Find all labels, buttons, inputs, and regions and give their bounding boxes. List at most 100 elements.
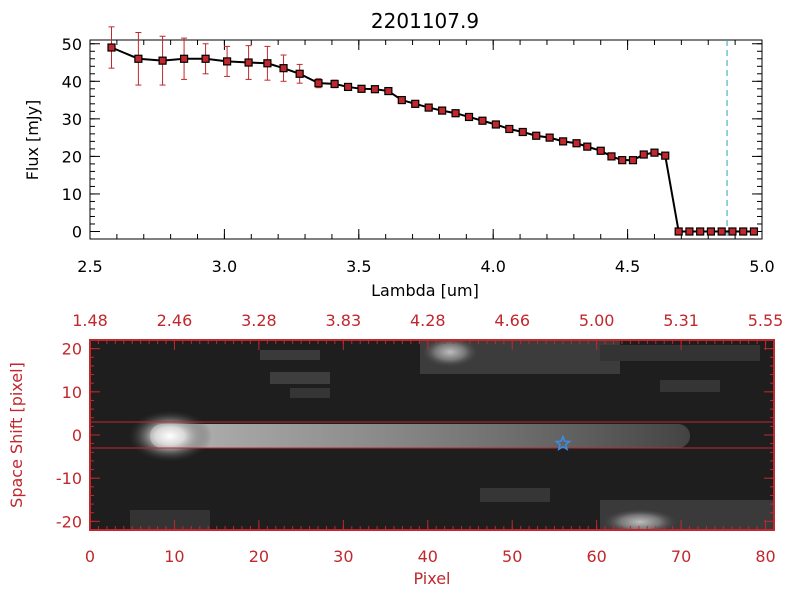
pixel-tick-label: 60 — [586, 547, 606, 566]
data-point — [357, 84, 366, 93]
flux-markers — [107, 43, 759, 236]
data-point — [370, 85, 380, 94]
data-point — [505, 124, 514, 134]
noise-patch — [270, 372, 330, 384]
data-point — [572, 139, 581, 148]
space-shift-tick-label: 10 — [62, 383, 82, 402]
star-icon — [554, 434, 572, 452]
data-point — [607, 152, 616, 161]
space-shift-tick-label: -20 — [56, 512, 82, 531]
data-point — [685, 227, 694, 236]
wavelength-tick-label: 3.83 — [326, 311, 362, 330]
spectral-image — [90, 340, 774, 530]
secondary-source — [600, 508, 680, 530]
data-point — [424, 103, 433, 112]
space-shift-tick-label: -10 — [56, 469, 82, 488]
noise-patch — [600, 345, 760, 361]
flux-plot: 2.5 3.0 3.5 4.0 4.5 5.0 0 10 20 30 40 50 — [62, 26, 775, 276]
wavelength-tick-label: 5.31 — [663, 311, 699, 330]
data-point — [263, 59, 272, 68]
data-point — [532, 131, 541, 140]
data-point — [696, 227, 705, 236]
space-shift-axis: 20 10 0 -10 -20 — [56, 339, 774, 531]
wavelength-tick-label: 2.46 — [157, 311, 193, 330]
wavelength-tick-label: 4.66 — [494, 311, 530, 330]
data-point — [314, 79, 323, 88]
y-tick-label: 40 — [62, 72, 82, 91]
data-point — [397, 95, 406, 105]
space-shift-axis-label: Space Shift [pixel] — [7, 362, 26, 508]
x-tick-label: 4.5 — [615, 257, 640, 276]
data-point — [107, 43, 116, 52]
spectral-trace — [150, 424, 690, 448]
data-point — [158, 56, 167, 65]
wavelength-tick-label: 4.28 — [410, 311, 446, 330]
pixel-tick-label: 50 — [502, 547, 522, 566]
data-point — [279, 64, 288, 73]
pixel-tick-label: 70 — [671, 547, 691, 566]
data-point — [201, 54, 210, 63]
data-point — [728, 227, 737, 236]
data-point — [330, 79, 339, 89]
wavelength-tick-label: 5.55 — [748, 311, 784, 330]
data-point — [179, 54, 189, 63]
data-point — [478, 116, 487, 125]
pixel-tick-label: 10 — [164, 547, 184, 566]
noise-patch — [290, 388, 330, 398]
noise-patch — [130, 510, 210, 530]
data-point — [639, 150, 648, 159]
pixel-axis-label: Pixel — [413, 569, 450, 588]
data-point — [583, 142, 592, 151]
data-point — [596, 146, 605, 155]
y-tick-label: 10 — [62, 185, 82, 204]
pixel-tick-label: 30 — [333, 547, 353, 566]
y-tick-label: 30 — [62, 110, 82, 129]
y-tick-label: 0 — [72, 222, 82, 241]
wavelength-tick-label: 3.28 — [241, 311, 277, 330]
pixel-tick-label: 0 — [85, 547, 95, 566]
y-tick-label: 20 — [62, 147, 82, 166]
data-point — [717, 227, 726, 236]
data-point — [706, 227, 716, 236]
data-point — [134, 54, 143, 63]
flux-series-line — [111, 46, 754, 233]
data-point — [451, 109, 460, 118]
x-tick-label: 5.0 — [749, 257, 774, 276]
y-axis-label: Flux [mJy] — [23, 100, 42, 181]
data-point — [749, 227, 759, 236]
noise-patch — [660, 380, 720, 392]
lambda-axis: 2.5 3.0 3.5 4.0 4.5 5.0 — [77, 40, 775, 276]
flux-plot-frame — [89, 39, 763, 240]
data-point — [650, 148, 659, 157]
noise-patch — [480, 488, 550, 502]
data-point — [618, 156, 627, 165]
y-tick-label: 50 — [62, 35, 82, 54]
pixel-axis: 0 10 20 30 40 50 60 70 80 — [85, 340, 776, 566]
data-point — [558, 137, 568, 146]
flux-axis: 0 10 20 30 40 50 — [62, 35, 762, 241]
source-core — [128, 410, 212, 462]
secondary-source — [420, 340, 480, 368]
wavelength-tick-label: 1.48 — [72, 311, 108, 330]
data-point — [295, 69, 304, 78]
data-point — [244, 58, 253, 67]
x-tick-label: 3.0 — [212, 257, 237, 276]
x-tick-label: 3.5 — [346, 257, 371, 276]
space-shift-tick-label: 0 — [72, 426, 82, 445]
noise-patch — [260, 350, 320, 360]
data-point — [674, 227, 683, 236]
data-point — [411, 99, 420, 108]
data-point — [384, 86, 393, 96]
space-shift-tick-label: 20 — [62, 340, 82, 359]
wavelength-top-axis: 1.48 2.46 3.28 3.83 4.28 4.66 5.00 5.31 5.55 — [72, 311, 783, 350]
x-tick-label: 2.5 — [77, 257, 102, 276]
pixel-tick-label: 40 — [418, 547, 438, 566]
data-point — [518, 127, 527, 137]
data-point — [464, 112, 474, 122]
data-point — [343, 82, 353, 92]
data-point — [545, 133, 554, 142]
pixel-tick-label: 80 — [755, 547, 775, 566]
data-point — [491, 120, 500, 129]
wavelength-tick-label: 5.00 — [579, 311, 615, 330]
